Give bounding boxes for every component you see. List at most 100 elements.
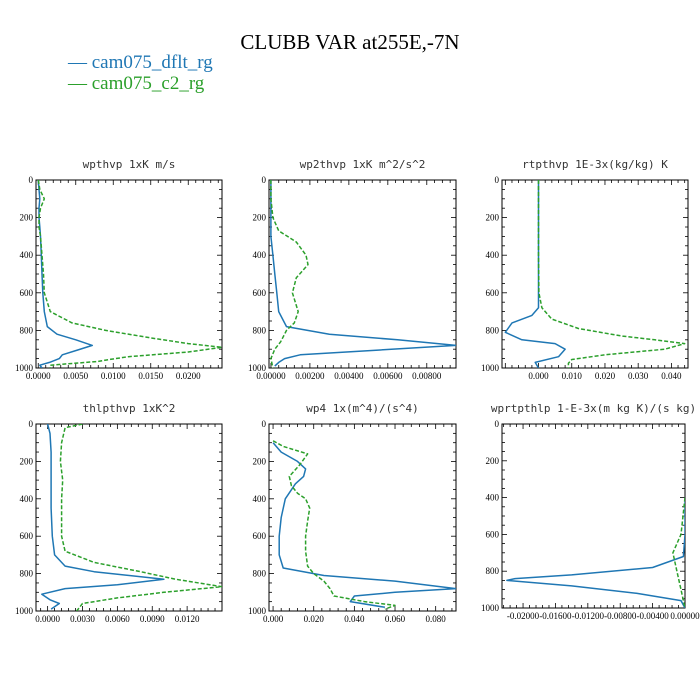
- series-line-cam075_dflt_rg: [506, 497, 685, 608]
- legend-item-c2: — cam075_c2_rg: [68, 73, 205, 94]
- y-tick-label: 200: [486, 456, 500, 466]
- x-tick-label: 0.060: [385, 614, 406, 624]
- series-line-cam075_c2_rg: [672, 497, 685, 608]
- x-tick-label: 0.0100: [101, 371, 126, 381]
- x-tick-label: 0.030: [628, 371, 649, 381]
- panel-title: wp4 1x(m^4)/(s^4): [306, 402, 419, 415]
- y-tick-label: 400: [253, 494, 267, 504]
- x-tick-label: -0.02000: [507, 611, 540, 621]
- y-tick-label: 800: [20, 325, 34, 335]
- x-tick-label: 0.040: [661, 371, 682, 381]
- y-tick-label: 800: [253, 325, 267, 335]
- legend: — cam075_dflt_rg — cam075_c2_rg: [68, 52, 213, 94]
- plot-frame: [268, 179, 457, 369]
- x-tick-label: 0.00400: [334, 371, 364, 381]
- x-tick-label: 0.0050: [63, 371, 88, 381]
- y-tick-label: 0: [262, 175, 267, 185]
- series-line-cam075_dflt_rg: [504, 180, 566, 368]
- panel-title: wprtpthlp 1-E-3x(m kg K)/(s kg): [491, 402, 696, 415]
- y-tick-label: 1000: [248, 606, 267, 616]
- y-tick-label: 400: [486, 250, 500, 260]
- y-tick-label: 600: [486, 529, 500, 539]
- y-tick-label: 800: [20, 569, 34, 579]
- y-tick-label: 1000: [481, 363, 500, 373]
- y-tick-label: 1000: [248, 363, 267, 373]
- x-tick-label: 0.0000: [35, 614, 60, 624]
- panel-6: wprtpthlp 1-E-3x(m kg K)/(s kg) 0 200 400 60…: [481, 402, 700, 621]
- y-tick-label: 600: [253, 531, 267, 541]
- y-tick-label: 600: [20, 531, 34, 541]
- x-tick-label: -0.01200: [572, 611, 605, 621]
- x-tick-label: 0.0060: [105, 614, 130, 624]
- panel-title: rtpthvp 1E-3x(kg/kg) K: [522, 158, 668, 171]
- y-tick-label: 0: [262, 419, 267, 429]
- x-tick-label: 0.00600: [373, 371, 403, 381]
- series-line-cam075_c2_rg: [59, 424, 222, 611]
- panel-3: rtpthvp 1E-3x(kg/kg) K 0 200 400 600 800 1000 0…: [481, 158, 689, 381]
- x-tick-label: -0.00400: [636, 611, 669, 621]
- x-tick-label: 0.020: [595, 371, 616, 381]
- x-tick-label: 0.0000: [26, 371, 51, 381]
- y-tick-label: 200: [253, 213, 267, 223]
- y-tick-label: 1000: [15, 606, 34, 616]
- x-tick-label: 0.00000: [256, 371, 286, 381]
- x-tick-label: 0.0030: [70, 614, 95, 624]
- y-tick-label: 200: [20, 456, 34, 466]
- panel-title: wp2thvp 1xK m^2/s^2: [300, 158, 426, 171]
- x-tick-label: 0.000: [263, 614, 284, 624]
- y-tick-label: 800: [486, 566, 500, 576]
- y-tick-label: 800: [253, 569, 267, 579]
- x-tick-label: 0.010: [562, 371, 583, 381]
- series-line-cam075_dflt_rg: [272, 442, 456, 609]
- panel-2: wp2thvp 1xK m^2/s^2020040060080010000.00…: [248, 158, 457, 381]
- y-tick-label: 200: [20, 213, 34, 223]
- series-line-cam075_dflt_rg: [41, 424, 165, 610]
- x-tick-label: 0.080: [426, 614, 447, 624]
- series-line-cam075_c2_rg: [272, 440, 396, 610]
- y-tick-label: 400: [20, 250, 34, 260]
- x-tick-label: 0.0200: [176, 371, 201, 381]
- y-tick-label: 800: [486, 325, 500, 335]
- y-tick-label: 200: [486, 213, 500, 223]
- plot-frame: [268, 423, 457, 612]
- series-line-cam075_c2_rg: [537, 180, 686, 368]
- y-tick-label: 600: [486, 288, 500, 298]
- y-tick-label: 1000: [15, 363, 34, 373]
- y-tick-label: 0: [29, 419, 34, 429]
- series-line-cam075_dflt_rg: [270, 180, 456, 367]
- y-tick-label: 0: [495, 175, 500, 185]
- x-tick-label: 0.000: [528, 371, 549, 381]
- x-tick-label: 0.0150: [138, 371, 163, 381]
- figure-title: CLUBB VAR at255E,-7N: [240, 30, 460, 54]
- x-tick-label: 0.00200: [295, 371, 325, 381]
- y-tick-label: 600: [253, 288, 267, 298]
- y-tick-label: 1000: [481, 603, 500, 613]
- x-tick-label: 0.020: [304, 614, 325, 624]
- series-line-cam075_c2_rg: [37, 180, 222, 368]
- panel-title: thlpthvp 1xK^2: [83, 402, 176, 415]
- y-tick-label: 0: [495, 419, 500, 429]
- y-tick-label: 400: [486, 493, 500, 503]
- panel-title: wpthvp 1xK m/s: [83, 158, 176, 171]
- y-tick-label: 0: [29, 175, 34, 185]
- legend-item-dflt: — cam075_dflt_rg: [68, 52, 213, 73]
- x-tick-label: 0.00800: [412, 371, 442, 381]
- y-tick-label: 600: [20, 288, 34, 298]
- x-tick-label: 0.00000: [670, 611, 700, 621]
- y-tick-label: 400: [253, 250, 267, 260]
- x-tick-label: -0.01600: [539, 611, 572, 621]
- x-tick-label: 0.0090: [140, 614, 165, 624]
- series-line-cam075_dflt_rg: [37, 180, 94, 368]
- x-tick-label: 0.040: [344, 614, 365, 624]
- x-tick-label: 0.0120: [175, 614, 200, 624]
- plot-frame: [501, 423, 686, 609]
- y-tick-label: 200: [253, 456, 267, 466]
- plot-frame: [35, 179, 223, 369]
- y-tick-label: 400: [20, 494, 34, 504]
- x-tick-label: -0.00800: [604, 611, 637, 621]
- series-line-cam075_c2_rg: [270, 180, 309, 368]
